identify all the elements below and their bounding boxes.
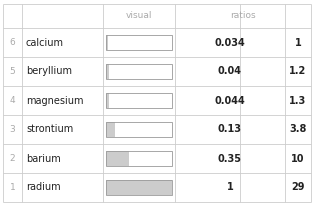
Bar <box>106 93 109 108</box>
Text: 3.8: 3.8 <box>289 124 307 134</box>
Bar <box>106 64 109 79</box>
Bar <box>106 35 172 50</box>
Text: calcium: calcium <box>26 38 64 47</box>
Text: beryllium: beryllium <box>26 66 72 77</box>
Text: ratios: ratios <box>230 12 256 20</box>
Text: 5: 5 <box>10 67 15 76</box>
Bar <box>106 64 172 79</box>
Bar <box>106 93 172 108</box>
Text: 29: 29 <box>291 183 305 192</box>
Bar <box>106 151 129 166</box>
Text: barium: barium <box>26 153 61 164</box>
Text: 3: 3 <box>10 125 15 134</box>
Text: 4: 4 <box>10 96 15 105</box>
Text: visual: visual <box>126 12 152 20</box>
Bar <box>106 180 172 195</box>
Text: 1.2: 1.2 <box>290 66 307 77</box>
Bar <box>106 122 172 137</box>
Bar <box>106 64 172 79</box>
Text: strontium: strontium <box>26 124 73 134</box>
Bar <box>106 122 172 137</box>
Text: 1.3: 1.3 <box>290 96 307 106</box>
Text: 1: 1 <box>295 38 301 47</box>
Bar <box>106 93 172 108</box>
Bar <box>106 180 172 195</box>
Bar <box>106 180 172 195</box>
Text: 0.04: 0.04 <box>218 66 242 77</box>
Text: 0.13: 0.13 <box>218 124 242 134</box>
Bar <box>106 151 172 166</box>
Bar <box>106 151 172 166</box>
Text: 10: 10 <box>291 153 305 164</box>
Text: 0.044: 0.044 <box>215 96 245 106</box>
Text: magnesium: magnesium <box>26 96 84 106</box>
Text: 1: 1 <box>10 183 15 192</box>
Text: 0.35: 0.35 <box>218 153 242 164</box>
Bar <box>106 122 115 137</box>
Text: 0.034: 0.034 <box>215 38 245 47</box>
Text: radium: radium <box>26 183 61 192</box>
Bar <box>106 35 172 50</box>
Bar <box>106 35 108 50</box>
Text: 1: 1 <box>227 183 233 192</box>
Text: 6: 6 <box>10 38 15 47</box>
Text: 2: 2 <box>10 154 15 163</box>
